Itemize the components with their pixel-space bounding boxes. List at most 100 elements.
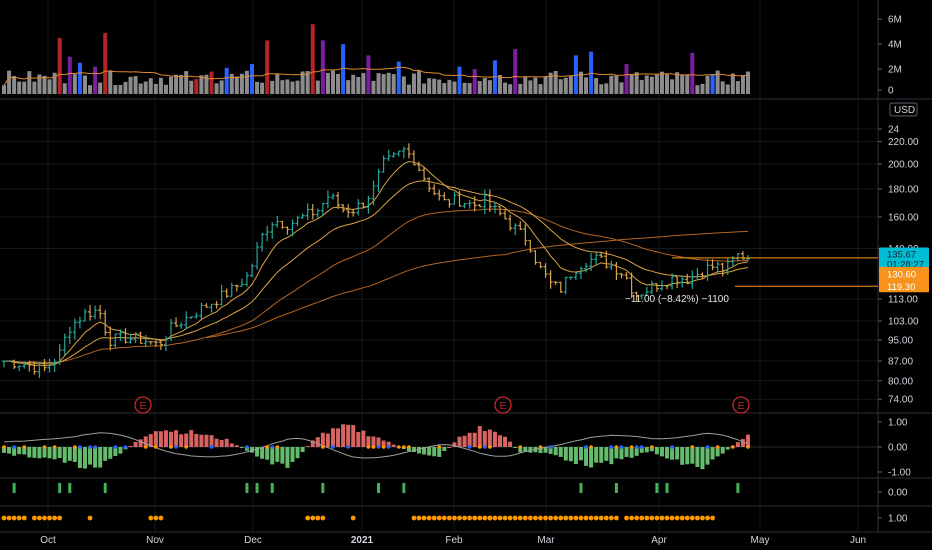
- oscillator-bar: [624, 447, 629, 457]
- volume-bar: [275, 73, 280, 94]
- osc-tick-label: 1.00: [888, 418, 908, 429]
- signal-dot: [705, 515, 710, 521]
- volume-bar: [746, 71, 750, 94]
- volume-bar: [649, 76, 654, 94]
- oscillator-bar: [169, 431, 174, 447]
- oscillator-bar: [351, 425, 356, 447]
- oscillator-bar: [452, 442, 457, 447]
- oscillator-bar: [295, 447, 300, 459]
- volume-bar: [578, 71, 583, 94]
- oscillator-dot: [209, 445, 214, 449]
- moving-average-8: [3, 160, 749, 367]
- moving-average-21: [3, 180, 749, 365]
- signal-marker: [245, 483, 249, 493]
- oscillator-bar: [589, 447, 594, 468]
- signal-dot: [441, 515, 447, 521]
- volume-bar: [260, 82, 265, 94]
- signal-dot: [487, 515, 493, 521]
- signal-dot: [588, 515, 594, 521]
- volume-bar: [523, 76, 528, 94]
- volume-bar: [604, 83, 609, 94]
- oscillator-bar: [376, 437, 381, 447]
- oscillator-dot: [639, 445, 644, 449]
- oscillator-dot: [143, 445, 148, 449]
- oscillator-bar: [82, 447, 87, 469]
- volume-bar: [695, 85, 700, 94]
- volume-bar: [508, 84, 513, 94]
- x-tick-label: Oct: [40, 535, 56, 546]
- signal-dot: [629, 515, 634, 521]
- volume-bar: [270, 80, 275, 94]
- oscillator-bar: [290, 447, 295, 462]
- oscillator-bar: [386, 441, 391, 447]
- earnings-marker-label: E: [738, 401, 745, 412]
- oscillator-panel: [0, 424, 878, 470]
- volume-bar: [609, 75, 614, 94]
- x-tick-label: Mar: [537, 535, 555, 546]
- volume-bar: [336, 73, 341, 94]
- oscillator-dot: [634, 445, 639, 449]
- volume-bar: [199, 75, 204, 94]
- oscillator-bar: [184, 433, 189, 447]
- oscillator-dot: [518, 445, 523, 449]
- signal-dot: [11, 515, 17, 521]
- volume-bar: [179, 74, 184, 94]
- signal-marker: [68, 483, 72, 493]
- volume-bar: [599, 84, 604, 94]
- signal-dot: [543, 515, 548, 521]
- oscillator-bar: [67, 447, 72, 461]
- oscillator-dot: [73, 445, 77, 449]
- signal-marker: [614, 483, 618, 493]
- oscillator-bar: [214, 438, 219, 447]
- earnings-marker-icon: [494, 396, 512, 414]
- oscillator-bar: [239, 447, 244, 448]
- osc-tick-label: -1.00: [888, 468, 911, 479]
- signal-dot: [634, 515, 640, 521]
- volume-average-line: [3, 66, 749, 86]
- signal-dot: [679, 515, 685, 521]
- oscillator-bar: [553, 447, 558, 456]
- oscillator-bar: [42, 447, 47, 458]
- oscillator-dot: [609, 445, 614, 449]
- oscillator-bar: [275, 447, 280, 462]
- oscillator-bar: [659, 447, 664, 457]
- oscillator-dot: [42, 445, 47, 449]
- oscillator-bar: [179, 434, 184, 447]
- oscillator-bar: [280, 447, 285, 464]
- oscillator-bar: [568, 447, 573, 462]
- signal-dot: [315, 515, 321, 521]
- oscillator-bar: [270, 447, 275, 465]
- volume-bar: [204, 74, 209, 94]
- volume-bar: [239, 73, 244, 94]
- signal-dot: [578, 515, 584, 521]
- signal-dot: [502, 515, 508, 521]
- oscillator-bar: [194, 433, 199, 447]
- signal-dot: [158, 515, 164, 521]
- oscillator-dot: [705, 445, 710, 449]
- oscillator-bar: [609, 447, 614, 465]
- signal-dot: [553, 515, 559, 521]
- oscillator-dot: [376, 445, 381, 449]
- volume-bar: [619, 82, 624, 94]
- signal-dot: [558, 515, 564, 521]
- signal-dot: [568, 515, 574, 521]
- volume-bar: [234, 76, 239, 94]
- signal-marker: [58, 483, 62, 493]
- volume-bar: [720, 81, 725, 94]
- volume-bar: [452, 81, 457, 94]
- volume-panel: [2, 24, 750, 95]
- x-tick-label: Dec: [244, 535, 262, 546]
- signal-dot: [507, 515, 513, 521]
- volume-bar: [103, 32, 108, 94]
- volume-bar: [644, 75, 649, 94]
- volume-bar: [705, 75, 710, 94]
- last-price-tag: [879, 247, 929, 270]
- volume-bar: [563, 77, 568, 94]
- oscillator-bar: [422, 447, 427, 455]
- volume-bar: [194, 79, 199, 94]
- volume-bar: [685, 74, 690, 94]
- oscillator-dot: [437, 445, 442, 449]
- volume-bar: [457, 66, 462, 94]
- oscillator-bar: [325, 433, 330, 447]
- volume-bar: [568, 75, 573, 94]
